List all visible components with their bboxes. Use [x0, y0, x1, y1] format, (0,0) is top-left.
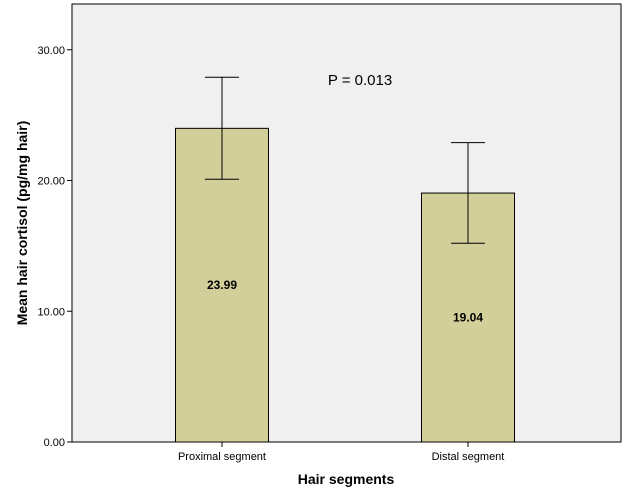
x-axis: Proximal segment Distal segment	[178, 442, 504, 463]
bar-0	[174, 127, 269, 443]
annotation-p-value: P = 0.013	[328, 72, 392, 89]
data-label-1: 19.04	[453, 311, 483, 325]
data-labels-group: 23.99 19.04	[207, 278, 483, 324]
y-tick-label-0: 0.00	[44, 437, 65, 449]
x-tick-label-0: Proximal segment	[178, 451, 266, 463]
y-tick-label-1: 10.00	[37, 306, 65, 318]
x-tick-label-1: Distal segment	[432, 451, 505, 463]
data-label-0: 23.99	[207, 278, 237, 292]
y-axis-title: Mean hair cortisol (pg/mg hair)	[14, 121, 30, 326]
y-tick-label-2: 20.00	[37, 176, 65, 188]
plot-area	[71, 3, 622, 443]
error-bars-group	[204, 76, 485, 244]
x-axis-title: Hair segments	[298, 471, 395, 487]
y-tick-label-3: 30.00	[37, 45, 65, 57]
y-axis: 0.00 10.00 20.00 30.00	[37, 45, 72, 449]
